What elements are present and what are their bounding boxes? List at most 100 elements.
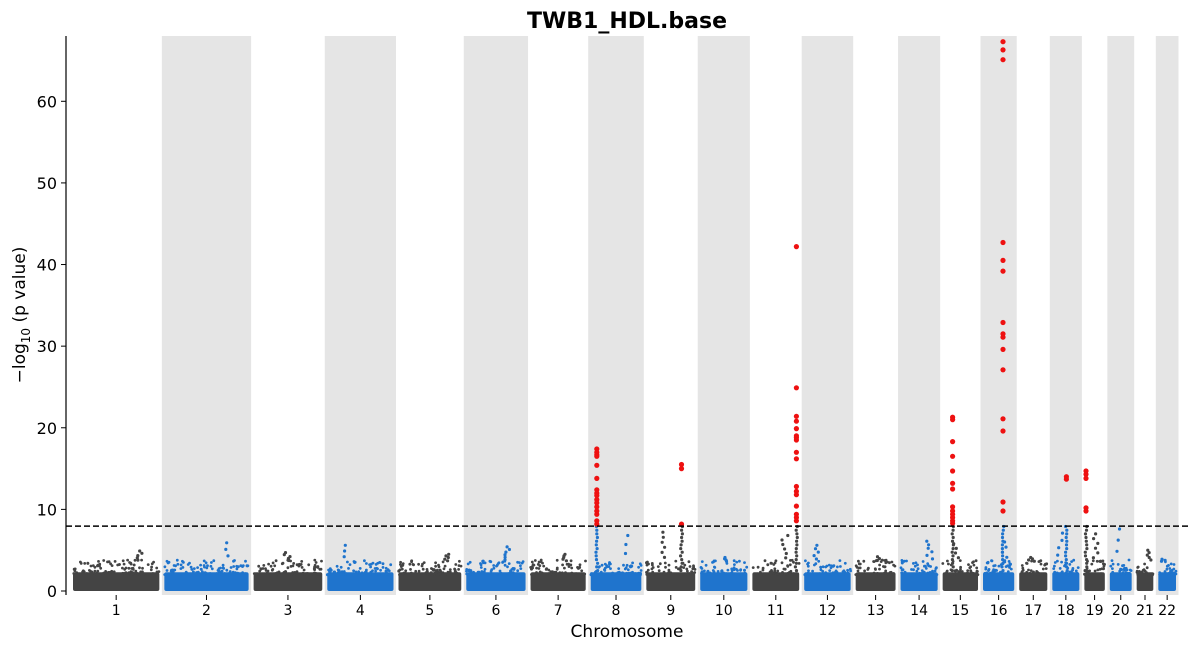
point-chr-2 [181, 573, 185, 576]
point-chr-6 [468, 573, 472, 576]
significant-point-chr-16 [1000, 346, 1006, 352]
point-chr-7 [584, 559, 587, 563]
point-chr-8 [627, 571, 631, 575]
point-chr-13 [889, 573, 893, 576]
point-chr-6 [516, 569, 520, 573]
tower-point-chr-19 [1083, 569, 1087, 573]
tower-point-chr-11 [795, 543, 799, 547]
peak-point-chr-11 [784, 556, 788, 560]
tower-point-chr-8 [594, 543, 598, 547]
point-chr-13 [860, 572, 863, 576]
point-chr-1 [79, 562, 83, 565]
point-chr-13 [868, 573, 871, 576]
point-chr-6 [466, 562, 470, 566]
significant-point-chr-11 [793, 418, 800, 424]
point-chr-10 [726, 568, 730, 572]
significant-point-chr-11 [793, 483, 800, 490]
significant-point-chr-16 [1000, 39, 1006, 45]
point-chr-2 [175, 558, 179, 562]
point-chr-3 [317, 572, 320, 576]
point-chr-18 [1053, 561, 1057, 564]
significant-point-chr-19 [1083, 508, 1089, 514]
y-axis-label: −log10 (p value) [10, 247, 33, 384]
points-base-chr-3 [253, 572, 323, 591]
point-chr-5 [414, 569, 418, 573]
point-chr-3 [264, 567, 267, 570]
point-chr-11 [756, 565, 760, 569]
point-chr-6 [482, 572, 485, 575]
point-chr-5 [421, 562, 424, 566]
point-chr-14 [916, 567, 920, 571]
x-tick-label-chr-21: 21 [1136, 603, 1154, 619]
point-chr-20 [1109, 564, 1113, 568]
tower-point-chr-11 [794, 550, 798, 554]
point-chr-6 [509, 570, 513, 573]
point-chr-13 [854, 573, 858, 576]
point-chr-9 [677, 567, 681, 570]
x-tick-label-chr-22: 22 [1158, 603, 1176, 619]
point-chr-18 [1066, 573, 1070, 577]
point-chr-21 [1139, 571, 1143, 574]
point-chr-12 [827, 563, 831, 567]
point-chr-1 [82, 570, 86, 573]
point-chr-10 [739, 572, 742, 576]
point-chr-6 [467, 569, 471, 573]
point-chr-14 [913, 564, 917, 568]
significant-points [594, 39, 1089, 527]
peak-point-chr-3 [287, 558, 291, 563]
point-chr-7 [535, 566, 538, 570]
point-chr-1 [116, 563, 120, 567]
point-chr-17 [1045, 562, 1048, 566]
point-chr-10 [712, 572, 716, 575]
point-chr-8 [636, 572, 639, 575]
point-chr-5 [443, 564, 447, 568]
tower-point-chr-15 [950, 532, 954, 536]
point-chr-4 [347, 572, 351, 576]
x-tick-label-chr-3: 3 [283, 603, 292, 619]
point-chr-8 [611, 571, 614, 575]
y-axis-ticks: 0 10 20 30 40 50 60 [37, 92, 66, 601]
point-chr-4 [339, 565, 343, 569]
points-base-chr-7 [530, 572, 586, 591]
peak-point-chr-11 [784, 551, 788, 556]
tower-point-chr-18 [1064, 561, 1069, 565]
peak-point-chr-22 [1159, 559, 1164, 563]
peak-point-chr-4 [343, 549, 347, 553]
point-chr-4 [360, 573, 364, 577]
point-chr-2 [165, 569, 169, 572]
point-chr-18 [1053, 564, 1056, 568]
point-chr-1 [131, 568, 135, 571]
peak-point-chr-9 [661, 535, 665, 539]
tower-point-chr-18 [1064, 558, 1068, 562]
point-chr-4 [348, 563, 352, 566]
point-chr-2 [219, 566, 222, 570]
point-chr-15 [950, 572, 953, 576]
point-chr-7 [542, 564, 546, 568]
point-chr-1 [129, 561, 133, 565]
point-chr-2 [232, 559, 235, 563]
point-chr-8 [631, 561, 634, 565]
peak-point-chr-9 [662, 555, 667, 560]
point-chr-11 [773, 567, 777, 571]
point-chr-22 [1168, 567, 1172, 570]
point-chr-8 [589, 573, 593, 577]
point-chr-11 [779, 573, 783, 576]
point-chr-13 [887, 573, 891, 576]
point-chr-8 [609, 562, 612, 566]
peak-point-chr-20 [1117, 527, 1122, 531]
significant-point-chr-16 [1000, 428, 1006, 434]
point-chr-1 [134, 569, 138, 573]
point-chr-2 [231, 570, 235, 574]
chart-title: TWB1_HDL.base [527, 9, 727, 34]
point-chr-6 [501, 561, 504, 564]
point-chr-6 [492, 566, 496, 570]
significant-point-chr-16 [1000, 508, 1006, 514]
point-chr-5 [444, 572, 447, 576]
point-chr-8 [605, 565, 609, 569]
point-chr-12 [841, 573, 845, 576]
point-chr-6 [495, 563, 499, 567]
point-chr-2 [181, 559, 184, 563]
points-base-chr-21 [1136, 572, 1154, 591]
peak-point-chr-6 [504, 550, 508, 554]
peak-point-chr-18 [1060, 531, 1065, 535]
